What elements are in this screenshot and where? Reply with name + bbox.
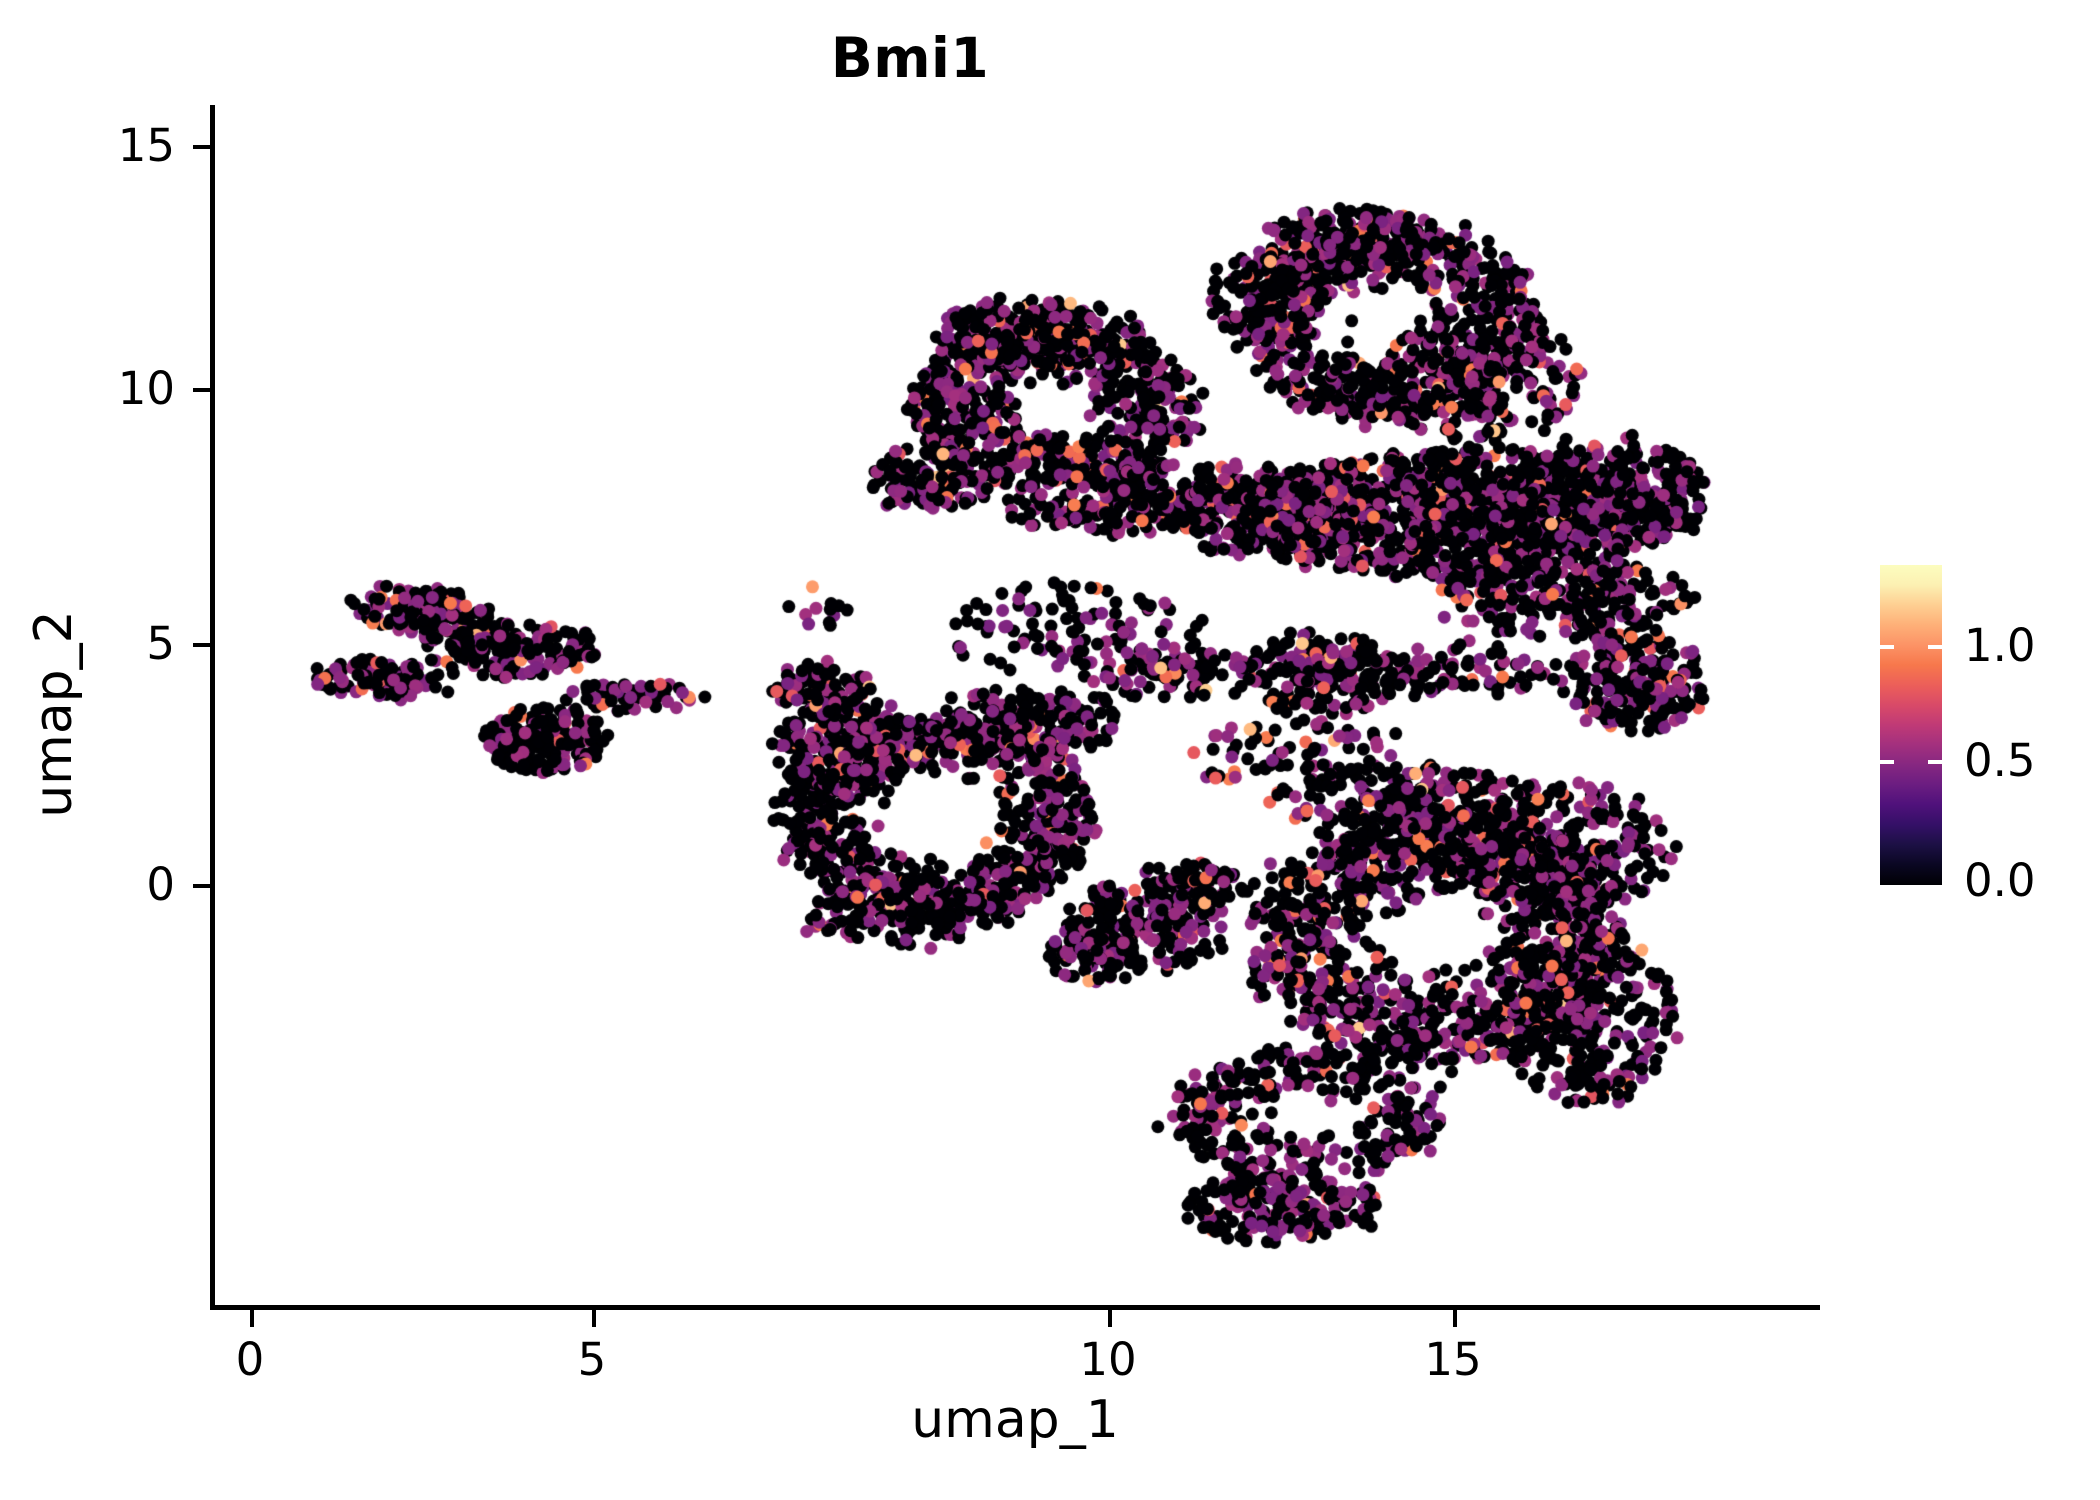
- x-tick-label-10: 10: [1079, 1333, 1137, 1386]
- x-axis-label: umap_1: [911, 1390, 1119, 1450]
- colorbar-gradient: [1880, 565, 1942, 885]
- y-tick-label-0: 0: [146, 858, 175, 911]
- colorbar-tick-label-1: 1.0: [1964, 619, 2036, 672]
- colorbar-tick-label-05: 0.5: [1964, 734, 2036, 787]
- colorbar-tick-label-0: 0.0: [1964, 854, 2036, 907]
- colorbar-tick-mark-1b: [1928, 645, 1942, 649]
- y-tick-label-15: 15: [117, 119, 175, 172]
- y-tick-mark-0: [193, 884, 210, 888]
- y-tick-mark-10: [193, 388, 210, 392]
- scatter-points-canvas: [210, 105, 1820, 1305]
- colorbar-tick-mark-05b: [1928, 760, 1942, 764]
- x-tick-mark-10: [1108, 1310, 1112, 1327]
- axes-frame: 15 10 5 0 0 5 10 15: [118, 105, 1820, 1382]
- y-axis-spine: [210, 105, 215, 1310]
- y-axis-label: umap_2: [24, 610, 84, 818]
- x-tick-label-5: 5: [577, 1333, 607, 1386]
- x-tick-label-15: 15: [1424, 1333, 1482, 1386]
- x-tick-label-0: 0: [235, 1333, 265, 1386]
- y-tick-mark-15: [193, 145, 210, 149]
- y-tick-mark-5: [193, 643, 210, 647]
- colorbar-tick-mark-05: [1880, 760, 1894, 764]
- x-tick-mark-15: [1453, 1310, 1457, 1327]
- x-axis-spine: [210, 1305, 1820, 1310]
- x-tick-mark-0: [250, 1310, 254, 1327]
- y-tick-label-5: 5: [146, 617, 175, 670]
- colorbar-tick-mark-1: [1880, 645, 1894, 649]
- scatter-plot-area: [210, 105, 1820, 1305]
- page-title: Bmi1: [830, 26, 990, 90]
- x-tick-mark-5: [592, 1310, 596, 1327]
- y-tick-label-10: 10: [117, 362, 175, 415]
